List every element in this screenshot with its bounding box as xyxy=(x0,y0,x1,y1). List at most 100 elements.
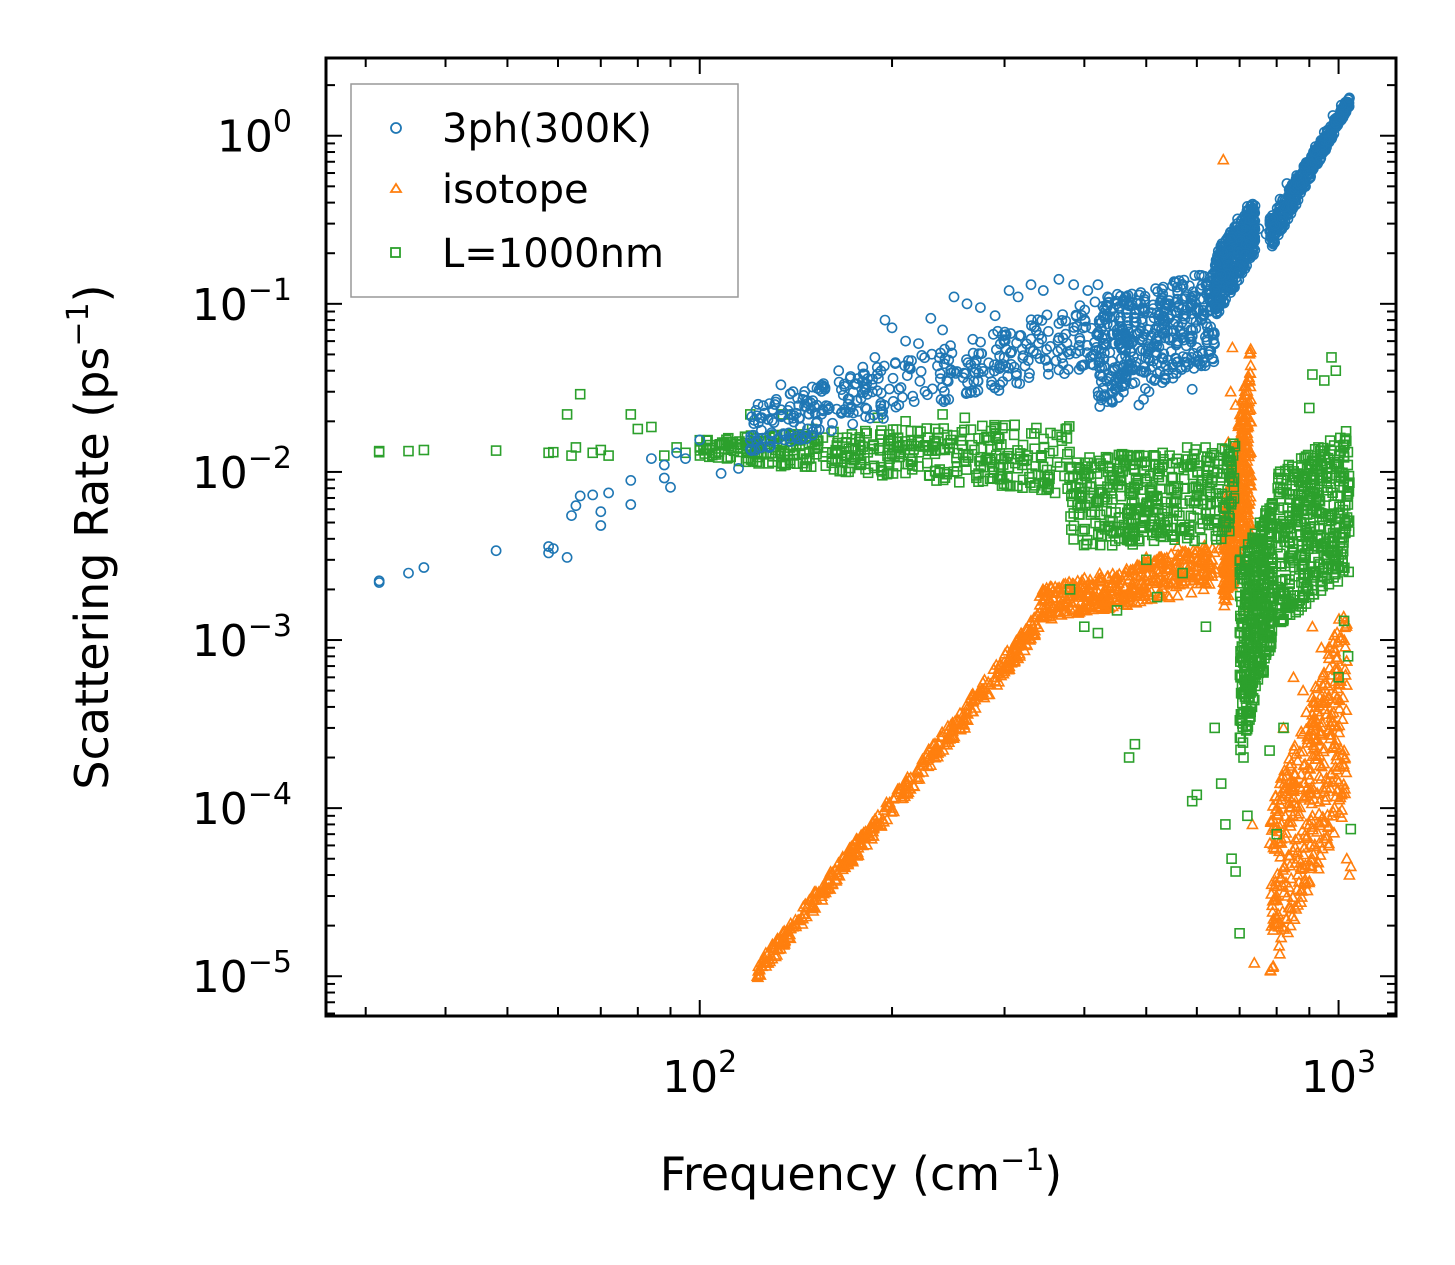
l-1000nm-point xyxy=(1317,513,1328,525)
l-1000nm-point xyxy=(1152,524,1163,536)
3ph-300k--point xyxy=(861,378,873,390)
l-1000nm-point xyxy=(867,439,879,450)
isotope-point xyxy=(1010,648,1024,661)
isotope-point xyxy=(1185,586,1198,598)
isotope-point xyxy=(1328,645,1342,657)
isotope-point xyxy=(1299,831,1313,843)
isotope-point xyxy=(1093,566,1107,579)
l-1000nm-point xyxy=(1101,505,1112,517)
3ph-300k--point xyxy=(1057,358,1069,370)
l-1000nm-point xyxy=(1134,535,1145,547)
isotope-point xyxy=(1309,680,1322,692)
3ph-300k--point xyxy=(989,359,1000,371)
isotope-point xyxy=(1042,594,1056,606)
isotope-point xyxy=(998,647,1012,659)
l-1000nm-point xyxy=(1188,448,1200,460)
l-1000nm-point xyxy=(1328,440,1340,451)
l-1000nm-point xyxy=(1235,744,1246,756)
isotope-point xyxy=(1242,449,1256,462)
l-1000nm-point xyxy=(1091,468,1103,479)
l-1000nm-point xyxy=(826,447,838,459)
isotope-point xyxy=(1139,550,1153,563)
isotope-point xyxy=(850,832,863,844)
l-1000nm-point xyxy=(1172,481,1184,492)
3ph-300k--point xyxy=(1074,335,1086,347)
isotope-point xyxy=(1216,153,1230,165)
isotope-point xyxy=(1265,898,1279,911)
l-1000nm-point xyxy=(1259,599,1270,611)
l-1000nm-point xyxy=(1107,494,1118,505)
l-1000nm-point xyxy=(1237,737,1249,748)
l-1000nm-point xyxy=(1258,665,1269,676)
l-1000nm-point xyxy=(1220,819,1231,830)
3ph-300k--point xyxy=(1005,328,1016,339)
isotope-point xyxy=(1296,683,1310,696)
3ph-300k--point xyxy=(1076,309,1088,321)
isotope-point xyxy=(1218,576,1232,588)
l-1000nm-point xyxy=(1005,480,1016,492)
isotope-point xyxy=(1330,650,1344,662)
3ph-300k--point xyxy=(1015,329,1027,341)
l-1000nm-point xyxy=(951,465,963,477)
3ph-300k--point xyxy=(1057,309,1068,320)
3ph-300k--point xyxy=(901,370,913,381)
l-1000nm-point xyxy=(937,474,949,486)
l-1000nm-point xyxy=(1259,566,1270,578)
l-1000nm-point xyxy=(993,461,1005,473)
isotope-point xyxy=(1180,552,1193,564)
isotope-point xyxy=(1314,848,1327,860)
3ph-300k--point xyxy=(1062,364,1074,375)
l-1000nm-point xyxy=(1094,520,1105,532)
l-1000nm-point xyxy=(1340,500,1351,511)
3ph-300k--point xyxy=(871,361,883,373)
l-1000nm-point xyxy=(1335,432,1346,444)
l-1000nm-point xyxy=(1325,546,1336,558)
isotope-point xyxy=(1319,790,1333,802)
l-1000nm-point xyxy=(1338,450,1350,462)
isotope-point xyxy=(1243,365,1257,378)
isotope-point xyxy=(1237,523,1251,535)
isotope-point xyxy=(1302,875,1316,888)
isotope-point xyxy=(1043,605,1057,618)
3ph-300k--point xyxy=(1043,325,1054,337)
isotope-point xyxy=(1288,840,1302,852)
isotope-point xyxy=(1343,868,1356,880)
isotope-point xyxy=(1271,916,1284,929)
3ph-300k--point xyxy=(816,408,827,420)
l-1000nm-point xyxy=(1330,458,1341,470)
l-1000nm-point xyxy=(1240,594,1251,605)
isotope-point xyxy=(1306,620,1319,632)
l-1000nm-point xyxy=(1025,477,1036,489)
isotope-point xyxy=(1333,702,1346,714)
isotope-point xyxy=(1277,776,1291,789)
isotope-point xyxy=(1340,852,1354,864)
3ph-300k--point xyxy=(945,364,957,376)
3ph-300k--point xyxy=(1000,329,1012,340)
3ph-300k--point xyxy=(903,355,914,366)
isotope-point xyxy=(1220,593,1233,606)
isotope-point xyxy=(1266,959,1280,971)
isotope-point xyxy=(1273,947,1287,959)
isotope-point xyxy=(866,829,880,841)
l-1000nm-point xyxy=(1206,476,1218,488)
isotope-point xyxy=(961,707,975,719)
isotope-point xyxy=(1247,956,1261,968)
l-1000nm-point xyxy=(1026,428,1037,439)
3ph-300k--point xyxy=(946,347,958,359)
3ph-300k--point xyxy=(1052,345,1064,357)
isotope-point xyxy=(1331,635,1345,647)
l-1000nm-point xyxy=(1044,447,1055,459)
isotope-point xyxy=(960,698,973,711)
3ph-300k--point xyxy=(785,388,796,399)
l-1000nm-point xyxy=(1108,527,1119,539)
l-1000nm-point xyxy=(1111,605,1123,616)
l-1000nm-point xyxy=(1289,590,1301,601)
isotope-point xyxy=(869,812,882,824)
3ph-300k--point xyxy=(776,411,787,423)
l-1000nm-point xyxy=(1115,475,1126,487)
isotope-point xyxy=(1290,799,1304,811)
3ph-300k--point xyxy=(1061,337,1073,349)
l-1000nm-point xyxy=(1255,528,1267,540)
3ph-300k--point xyxy=(810,417,822,429)
l-1000nm-point xyxy=(884,429,895,440)
